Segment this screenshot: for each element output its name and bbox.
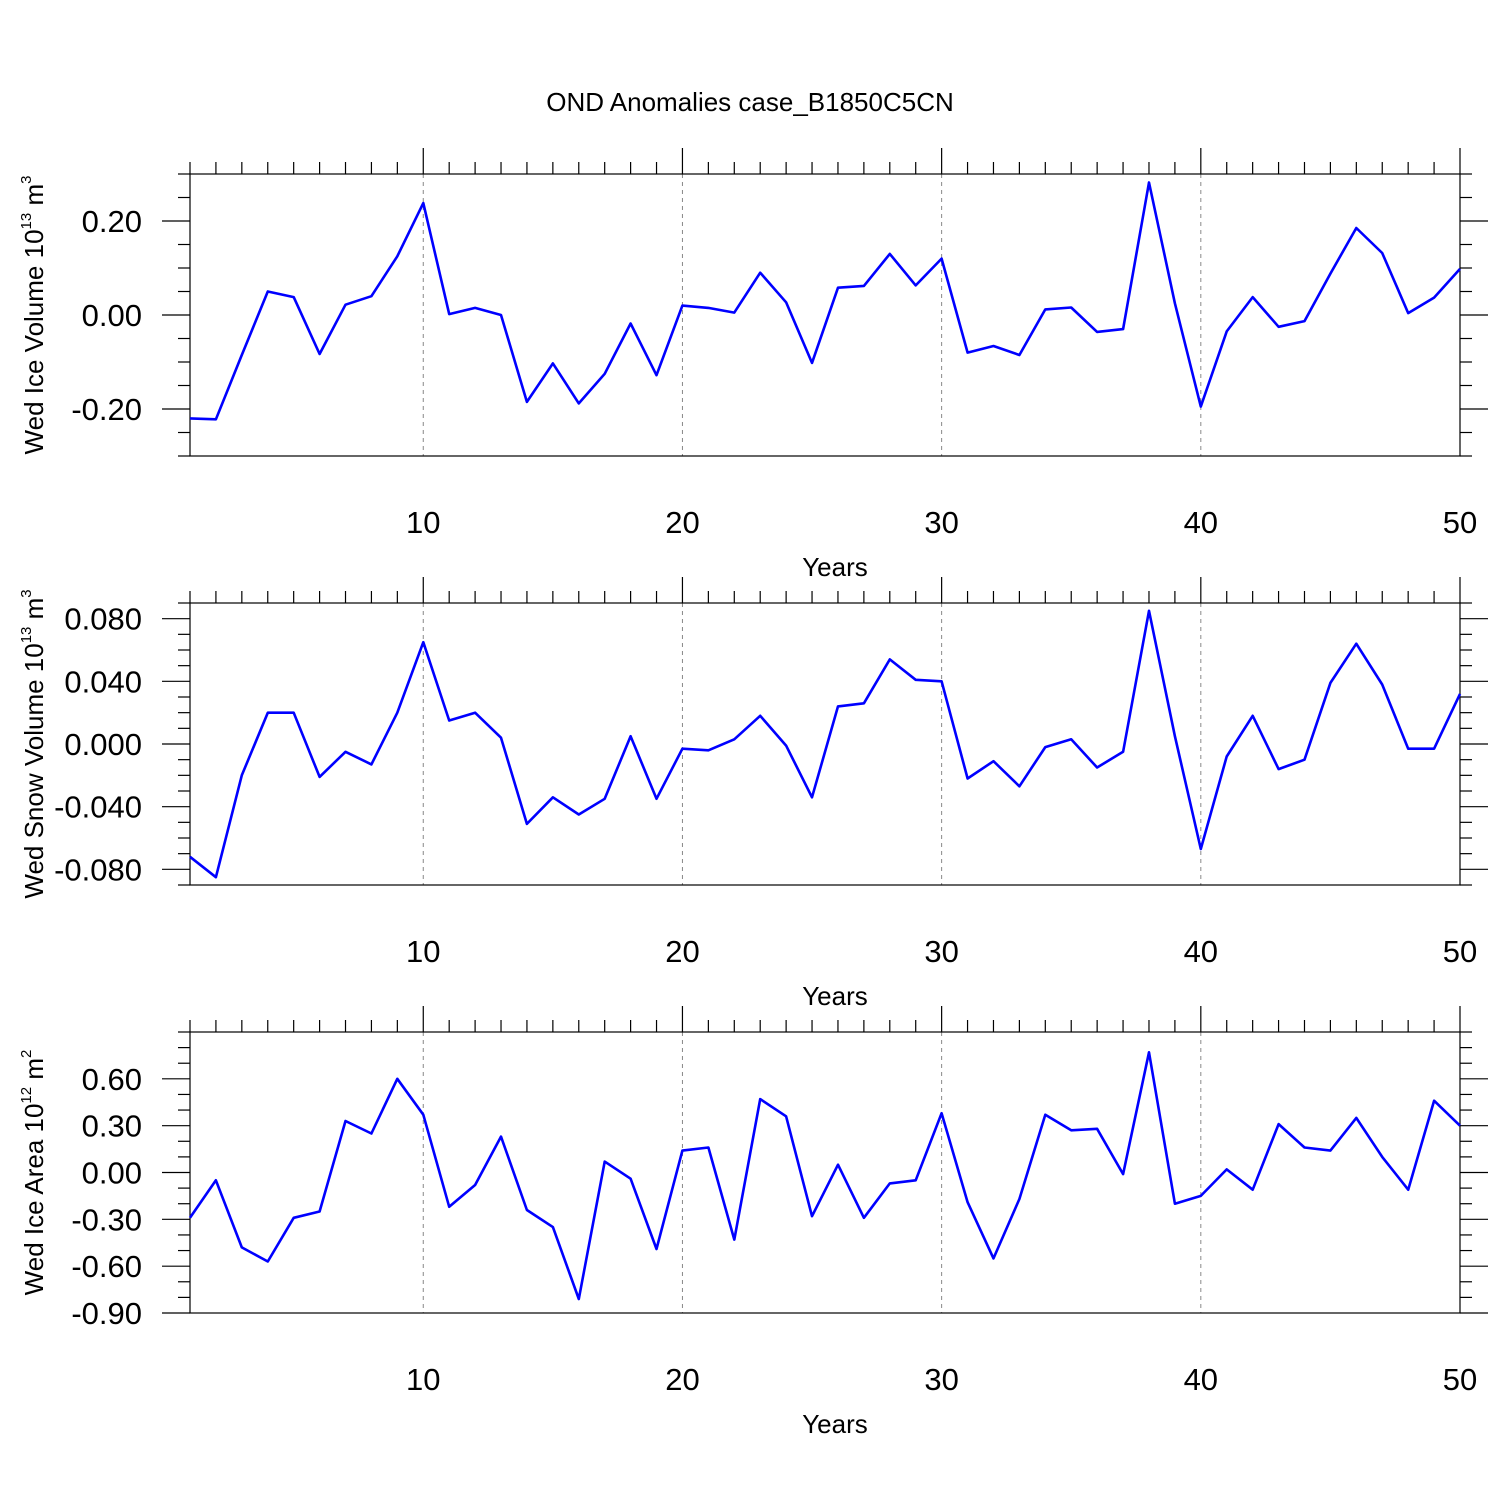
series-line [188,1051,1461,1301]
y-tick-label: -0.20 [71,392,142,427]
y-tick-label: -0.90 [71,1296,142,1331]
x-tick-label-20: 20 [665,1362,699,1397]
x-tick-label-30: 30 [924,505,958,540]
series-line [189,609,1462,879]
x-tick-label-30: 30 [924,934,958,969]
x-tick-label-50: 50 [1443,934,1477,969]
x-tick-label-20: 20 [665,505,699,540]
x-tick-label-40: 40 [1184,505,1218,540]
y-axis-label: Wed Ice Volume 1013 m3 [18,176,49,455]
x-axis-label: Years [802,1409,868,1439]
x-tick-label-10: 10 [406,1362,440,1397]
x-tick-label-10: 10 [406,934,440,969]
panel-1: 10 20 30 40 50 Years -0.20 0.00 0.20 Wed Ice Volu… [18,148,1488,582]
plot-frame [189,1031,1461,1314]
y-tick-label: 0.00 [82,1156,142,1191]
y-tick-label: 0.040 [64,664,142,699]
x-tick-label-50: 50 [1443,1362,1477,1397]
figure-title: OND Anomalies case_B1850C5CN [546,87,954,117]
y-tick-label: 0.20 [82,204,142,239]
x-tick-label-40: 40 [1184,1362,1218,1397]
y-tick-label: -0.60 [71,1249,142,1284]
y-tick-label: 0.00 [82,298,142,333]
y-tick-label: -0.040 [54,790,142,825]
x-axis-label: Years [802,552,868,582]
panel-3: 10 20 30 40 50 Years -0.90 -0.60 -0.30 0.00 0.30 0.… [18,1006,1488,1439]
panels: 10 20 30 40 50 Years -0.20 0.00 0.20 Wed Ice Volu… [18,148,1488,1439]
y-tick-label: 0.000 [64,727,142,762]
x-tick-label-40: 40 [1184,934,1218,969]
y-tick-label: 0.080 [64,602,142,637]
y-tick-label: 0.60 [82,1062,142,1097]
series-line [189,181,1461,421]
panel-2: 10 20 30 40 50 Years -0.080 -0.040 0.000 0.040 0.0… [18,577,1488,1011]
y-axis-label: Wed Snow Volume 1013 m3 [18,589,49,898]
x-tick-label-30: 30 [924,1362,958,1397]
y-tick-label: -0.30 [71,1202,142,1237]
x-tick-label-10: 10 [406,505,440,540]
x-tick-label-20: 20 [665,934,699,969]
y-axis-label: Wed Ice Area 1012 m2 [18,1050,49,1296]
x-tick-label-50: 50 [1443,505,1477,540]
y-tick-label: -0.080 [54,852,142,887]
y-tick-label: 0.30 [82,1109,142,1144]
x-axis-label: Years [802,981,868,1011]
